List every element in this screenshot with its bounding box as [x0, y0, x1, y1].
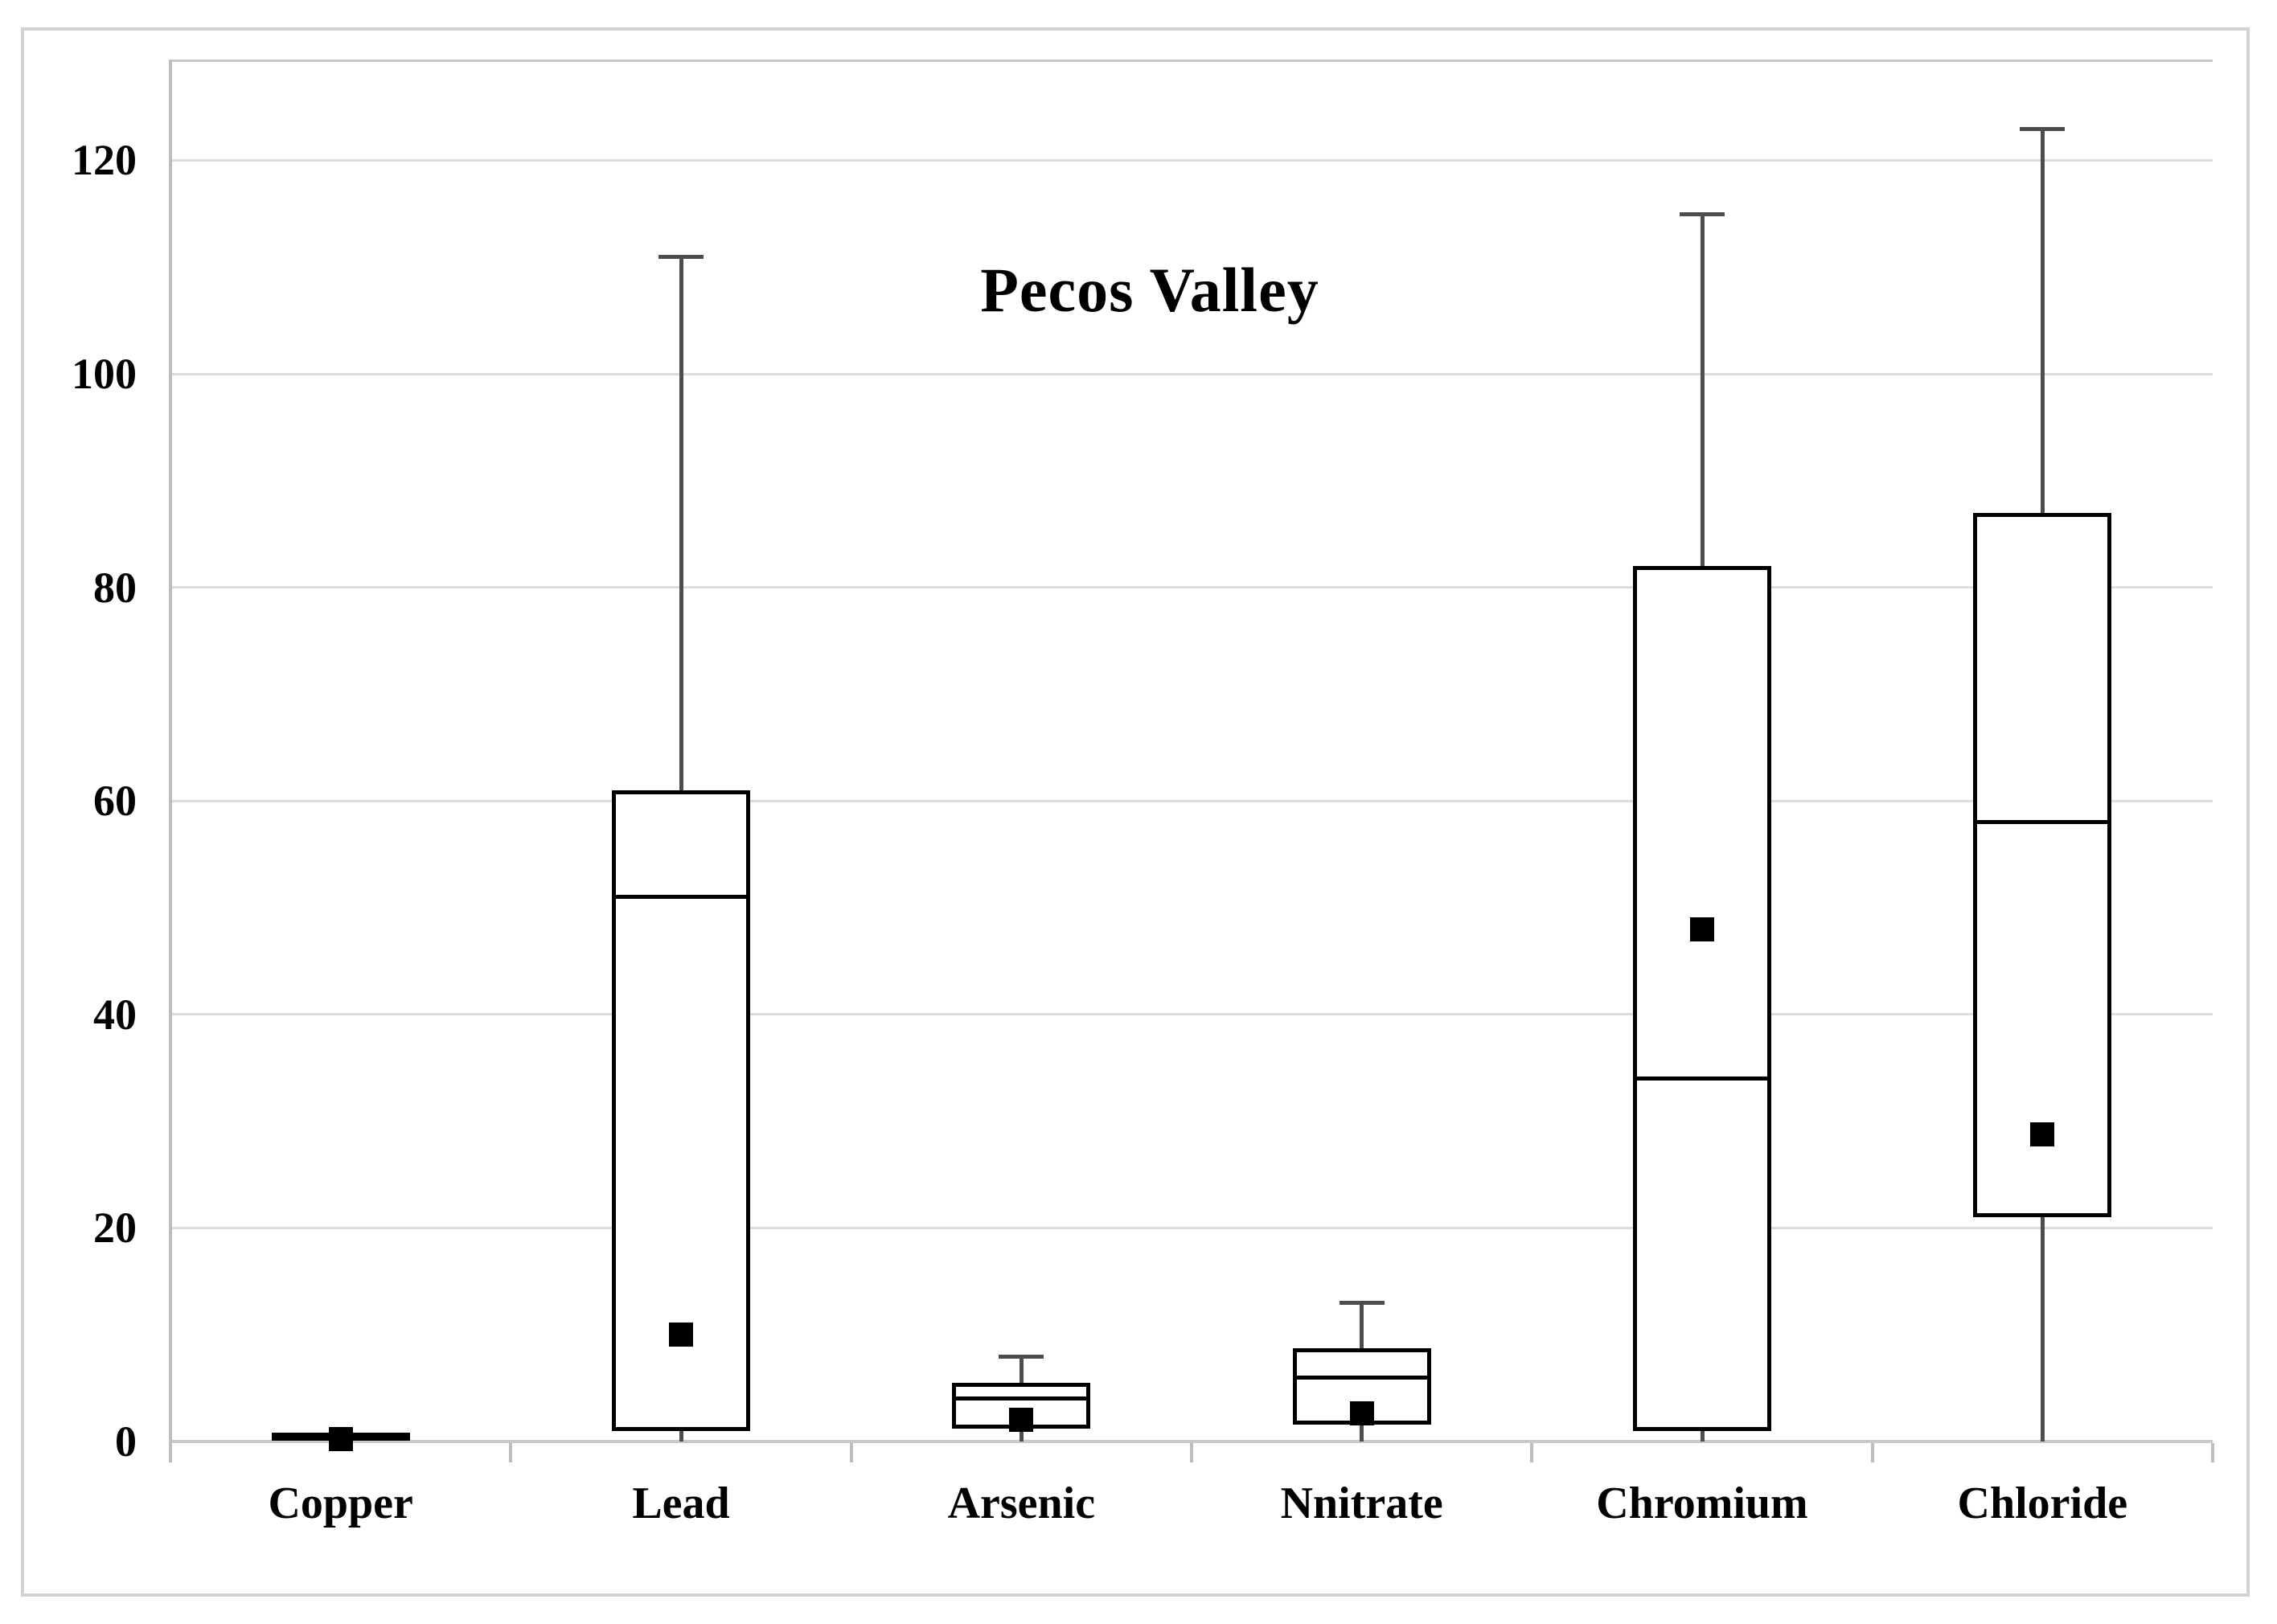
gridline [170, 158, 2213, 162]
upper-whisker [1700, 213, 1705, 567]
gridline [170, 372, 2213, 375]
mean-marker [1009, 1408, 1034, 1433]
median-line [1973, 820, 2112, 825]
whisker-cap [1339, 1301, 1385, 1306]
box [1973, 512, 2112, 1218]
gridline [170, 1226, 2213, 1229]
y-tick-label: 60 [93, 777, 137, 826]
category-label: Chloride [1957, 1478, 2128, 1528]
box [1633, 566, 1771, 1431]
category-label: Arsenic [947, 1478, 1096, 1528]
mean-marker [328, 1427, 353, 1452]
median-line [1633, 1076, 1771, 1081]
y-tick-label: 120 [72, 136, 137, 185]
category-label: Chromium [1596, 1478, 1808, 1528]
y-tick-label: 0 [115, 1417, 137, 1466]
whisker-cap [658, 254, 704, 259]
mean-marker [2030, 1122, 2055, 1146]
mean-marker [1690, 917, 1714, 941]
lower-whisker [679, 1430, 683, 1442]
figure-border [21, 27, 2250, 1597]
whisker-cap [999, 1354, 1044, 1359]
upper-whisker [2040, 128, 2045, 513]
x-axis-tick [1530, 1443, 1534, 1462]
category-label: Lead [632, 1478, 730, 1528]
x-axis-tick [1870, 1443, 1874, 1462]
upper-whisker [679, 256, 683, 790]
whisker-cap [2020, 126, 2066, 131]
y-tick-label: 40 [93, 990, 137, 1039]
mean-marker [1349, 1401, 1374, 1426]
mean-marker [669, 1323, 693, 1347]
y-tick-label: 100 [72, 350, 137, 398]
upper-whisker [1360, 1302, 1364, 1349]
lower-whisker [2040, 1217, 2045, 1442]
gridline [170, 799, 2213, 802]
x-axis-tick [1190, 1443, 1193, 1462]
plot-top-border [170, 59, 2213, 62]
y-tick-label: 20 [93, 1204, 137, 1253]
gridline [170, 1013, 2213, 1016]
median-line [952, 1396, 1091, 1401]
x-axis-tick [849, 1443, 853, 1462]
x-axis-tick [2211, 1443, 2214, 1462]
y-tick-label: 80 [93, 563, 137, 612]
category-label: Nnitrate [1280, 1478, 1443, 1528]
lower-whisker [1019, 1429, 1024, 1442]
median-line [1292, 1375, 1431, 1380]
x-axis-line [170, 1440, 2213, 1443]
y-axis-line [169, 59, 172, 1461]
whisker-cap [1680, 211, 1725, 216]
category-label: Copper [268, 1478, 413, 1528]
lower-whisker [1360, 1424, 1364, 1442]
gridline [170, 586, 2213, 589]
lower-whisker [1700, 1430, 1705, 1442]
upper-whisker [1019, 1355, 1024, 1383]
x-axis-tick [509, 1443, 513, 1462]
x-axis-tick [169, 1443, 172, 1462]
chart-title: Pecos Valley [980, 255, 1319, 325]
median-line [612, 895, 750, 900]
